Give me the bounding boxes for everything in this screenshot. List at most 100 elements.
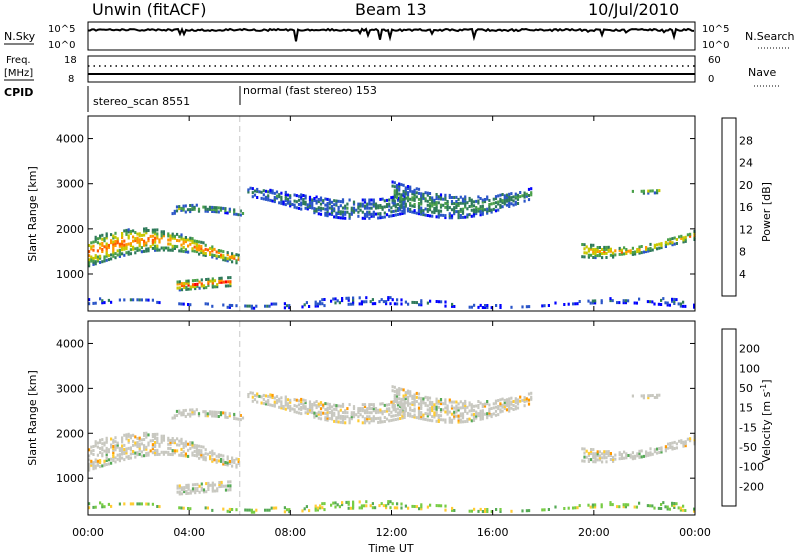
velocity-cell	[391, 385, 394, 389]
power-cell	[368, 200, 371, 204]
power-cell	[393, 185, 396, 189]
power-cell	[444, 197, 447, 201]
velocity-cell	[121, 450, 124, 454]
power-cell	[618, 301, 621, 305]
power-cell	[381, 197, 384, 201]
velocity-cell	[417, 396, 421, 400]
power-cell	[138, 244, 141, 248]
velocity-cell	[437, 414, 440, 417]
freq-unit-label: [MHz]	[4, 68, 33, 79]
power-cell	[400, 298, 403, 302]
power-cell	[92, 244, 95, 248]
velocity-cell	[344, 417, 347, 421]
velocity-cell	[379, 420, 382, 424]
power-cell	[457, 204, 460, 207]
power-cell	[499, 304, 502, 307]
power-cell	[389, 302, 392, 306]
velocity-cell	[173, 451, 176, 455]
velocity-cell	[339, 420, 342, 424]
velocity-cell	[226, 509, 229, 513]
velocity-cell	[477, 509, 480, 513]
power-cell	[444, 216, 447, 220]
velocity-cell	[134, 441, 137, 445]
velocity-cell	[647, 453, 650, 457]
power-cell	[420, 303, 423, 307]
nave-label: Nave	[748, 66, 776, 79]
velocity-cell	[448, 420, 451, 424]
velocity-cell	[413, 409, 416, 413]
power-cell	[326, 214, 329, 218]
velocity-cell	[433, 405, 436, 409]
power-cell	[422, 192, 425, 196]
time-axis: 00:00 04:00 08:00 12:00 16:00 20:00 00:00	[72, 116, 711, 539]
velocity-cell	[426, 418, 429, 422]
power-cell	[311, 198, 314, 202]
power-cell	[101, 241, 104, 245]
velocity-cell	[605, 450, 608, 454]
velocity-cell	[167, 436, 170, 440]
velocity-cell	[227, 484, 230, 488]
power-cell	[118, 254, 121, 258]
power-cell	[395, 187, 399, 191]
velocity-cell	[638, 449, 641, 453]
power-cell	[418, 303, 421, 307]
velocity-cell	[105, 438, 108, 442]
velocity-cell	[304, 405, 307, 409]
power-cell	[481, 208, 484, 212]
velocity-cell	[420, 417, 423, 421]
velocity-cell	[523, 404, 526, 408]
power-cell	[337, 210, 340, 213]
velocity-cell	[129, 436, 132, 440]
power-cell	[335, 211, 338, 215]
velocity-cell	[629, 453, 632, 457]
velocity-cell	[132, 502, 135, 506]
power-cell	[415, 195, 418, 199]
cpid-segment-2: normal (fast stereo) 153	[243, 84, 377, 97]
velocity-cell	[101, 454, 104, 458]
power-cell	[239, 213, 242, 217]
power-cell	[264, 197, 268, 201]
power-cell	[399, 198, 402, 202]
velocity-cell	[324, 412, 327, 416]
velocity-cell	[204, 412, 207, 416]
velocity-cell	[417, 402, 421, 406]
velocity-cell	[501, 403, 504, 407]
power-cell	[625, 252, 628, 255]
velocity-cell	[283, 506, 286, 510]
velocity-cell	[127, 440, 130, 444]
power-cell	[217, 210, 220, 214]
velocity-cell	[125, 435, 128, 439]
power-cell	[385, 205, 389, 208]
power-cell	[88, 298, 91, 302]
velocity-cell	[333, 403, 336, 407]
velocity-cell	[237, 462, 240, 465]
power-cell	[156, 234, 159, 238]
power-cell	[402, 198, 405, 201]
velocity-cell	[345, 500, 348, 504]
velocity-cell	[352, 415, 356, 419]
velocity-cell	[224, 415, 227, 419]
velocity-cell	[446, 406, 449, 410]
power-cell	[105, 250, 108, 254]
velocity-cell	[156, 436, 159, 440]
power-cell	[428, 196, 432, 200]
power-cell	[590, 253, 593, 257]
velocity-cell	[647, 394, 650, 398]
velocity-cell	[417, 392, 421, 396]
velocity-cell	[99, 465, 102, 469]
power-cell	[184, 248, 187, 252]
velocity-cell	[132, 452, 135, 455]
velocity-cell	[158, 442, 161, 446]
power-cell	[145, 298, 148, 302]
power-cell	[202, 286, 206, 290]
velocity-cell	[138, 436, 141, 440]
velocity-cell	[592, 456, 595, 460]
power-cell	[105, 248, 108, 252]
velocity-cell	[612, 459, 615, 463]
power-cell	[411, 198, 414, 202]
power-cell	[366, 204, 369, 208]
velocity-cell	[363, 409, 367, 413]
power-cell	[99, 260, 102, 264]
velocity-cell	[147, 441, 150, 445]
velocity-cell	[229, 486, 232, 490]
